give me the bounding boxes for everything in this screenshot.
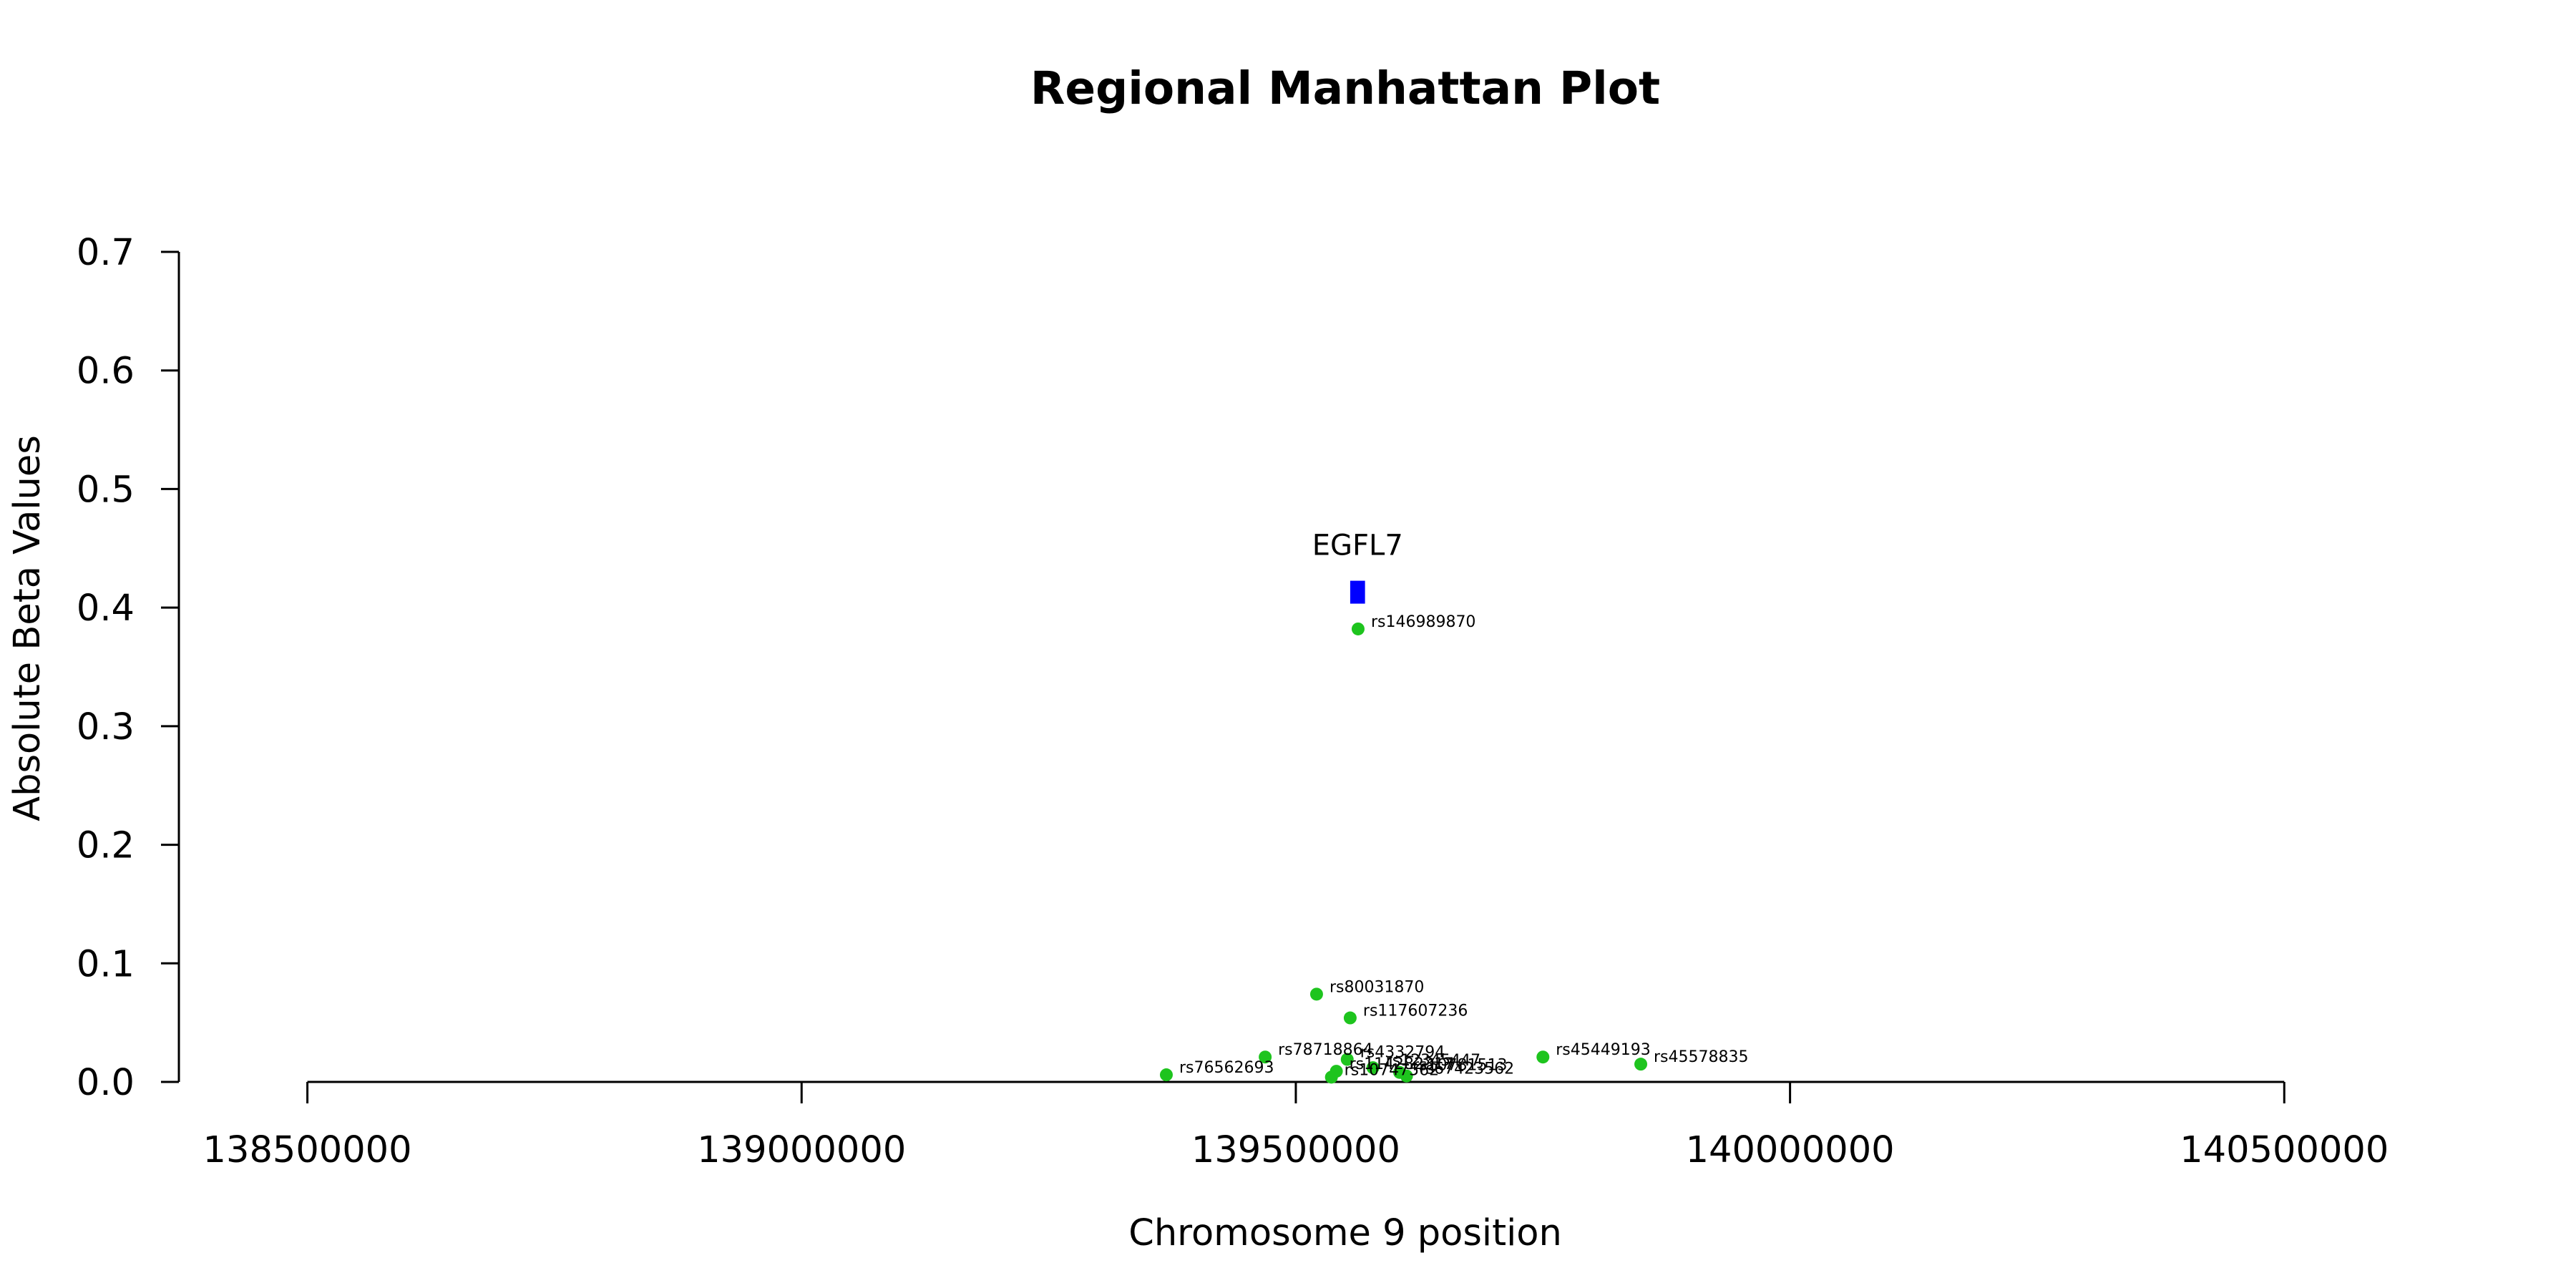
x-tick-label: 138500000 [203, 1129, 412, 1171]
snp-point [1340, 1053, 1354, 1066]
snp-point [1536, 1050, 1550, 1064]
x-tick-label: 140500000 [2180, 1129, 2389, 1171]
snp-label: rs45449193 [1556, 1041, 1650, 1059]
x-tick-label: 139500000 [1191, 1129, 1400, 1171]
y-tick-label: 0.1 [77, 943, 135, 985]
snp-label: rs117607236 [1363, 1002, 1468, 1020]
axes: 0.0 0.1 0.2 0.3 0.4 0.5 0.6 0.7 138500000 1390000… [77, 232, 2389, 1171]
snp-label: rs4332794 [1360, 1044, 1445, 1062]
y-tick-label: 0.3 [77, 706, 135, 748]
snp-point [1259, 1050, 1272, 1064]
snp-point [1343, 1011, 1357, 1025]
gene-marker [1350, 580, 1365, 604]
points-layer [1159, 622, 1648, 1084]
x-tick-label: 139000000 [697, 1129, 906, 1171]
x-tick-label: 140000000 [1686, 1129, 1895, 1171]
snp-label: rs146989870 [1371, 613, 1475, 631]
y-tick-label: 0.6 [77, 351, 135, 393]
y-tick-label: 0.4 [77, 587, 135, 630]
y-tick-label: 0.2 [77, 825, 135, 867]
y-tick-label: 0.0 [77, 1062, 135, 1104]
snp-point [1634, 1058, 1648, 1071]
snp-label: rs78718864 [1278, 1041, 1372, 1059]
y-tick-label: 0.5 [77, 469, 135, 511]
y-tick-label: 0.7 [77, 232, 135, 274]
x-axis-label: Chromosome 9 position [1128, 1212, 1562, 1254]
snp-label: rs12345447 [1386, 1052, 1480, 1070]
snp-point [1309, 987, 1323, 1001]
snp-point [1159, 1068, 1173, 1082]
snp-point [1324, 1070, 1338, 1084]
snp-label: rs76562693 [1179, 1059, 1274, 1077]
chart-title: Regional Manhattan Plot [1030, 62, 1660, 114]
snp-label: rs80031870 [1330, 978, 1424, 996]
snp-label: rs67423562 [1420, 1060, 1514, 1078]
gene-layer: EGFL7 [1312, 530, 1403, 604]
snp-point [1400, 1069, 1413, 1083]
snp-label: rs114282317 [1350, 1055, 1454, 1073]
snp-label: rs10747562 [1345, 1061, 1439, 1079]
gene-label: EGFL7 [1312, 530, 1403, 562]
snp-point [1366, 1061, 1380, 1075]
snp-label: rs10781513 [1413, 1057, 1507, 1075]
labels-layer: rs146989870 rs80031870 rs117607236 rs787188… [1179, 613, 1749, 1079]
snp-label: rs45578835 [1654, 1048, 1748, 1066]
y-axis-label: Absolute Beta Values [6, 435, 49, 821]
snp-point [1351, 622, 1365, 635]
